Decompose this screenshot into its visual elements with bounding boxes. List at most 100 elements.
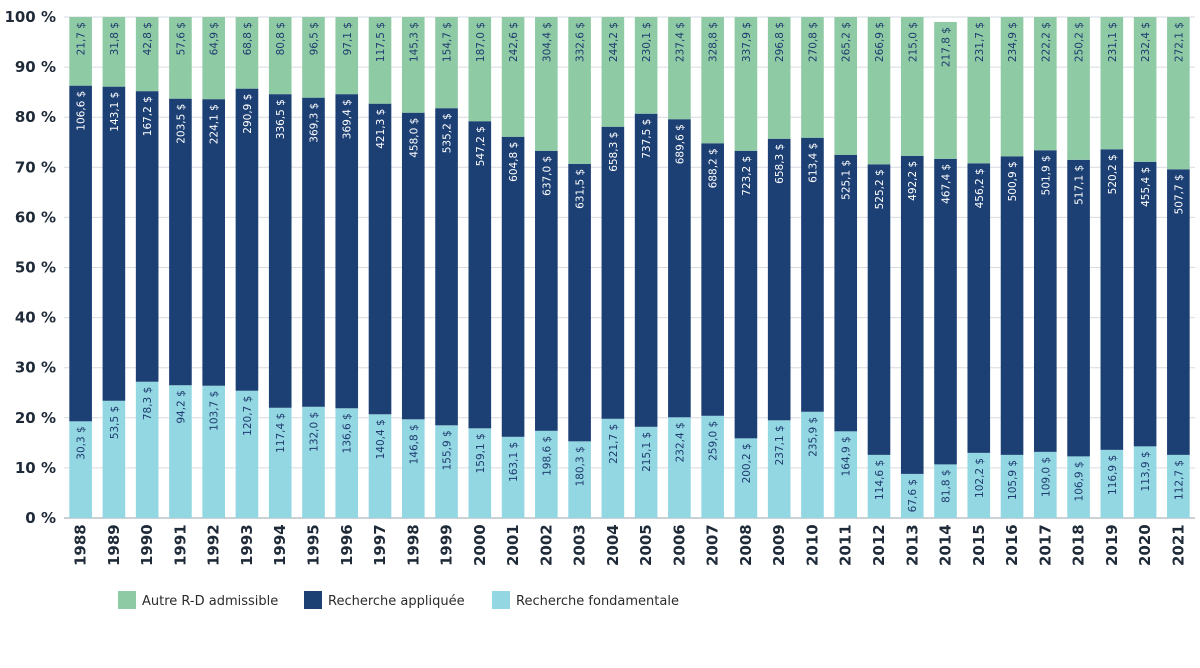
- bar-segment: [302, 97, 325, 407]
- bar-segment: [435, 108, 458, 426]
- segment-value-label: 500,9 $: [1007, 161, 1019, 201]
- segment-value-label: 250,2 $: [1074, 22, 1086, 62]
- segment-value-label: 164,9 $: [841, 436, 853, 476]
- x-tick-label: 1997: [371, 524, 389, 566]
- legend-label: Recherche fondamentale: [516, 594, 679, 609]
- segment-value-label: 688,2 $: [708, 148, 720, 188]
- bar-segment: [1133, 17, 1157, 162]
- bar-segment: [169, 385, 192, 518]
- legend-label: Recherche appliquée: [328, 594, 465, 609]
- bar-segment: [368, 17, 392, 104]
- segment-value-label: 492,2 $: [907, 161, 919, 201]
- bar-segment: [701, 415, 724, 518]
- x-tick-label: 2015: [970, 524, 988, 566]
- segment-value-label: 103,7 $: [209, 391, 221, 431]
- bar-segment: [202, 99, 226, 386]
- bar-segment: [1033, 150, 1057, 452]
- bar-segment: [767, 138, 791, 421]
- bar-segment: [668, 417, 691, 518]
- segment-value-label: 232,4 $: [1140, 22, 1152, 62]
- x-tick-label: 2021: [1169, 524, 1187, 566]
- bar-segment: [302, 406, 325, 518]
- y-tick-label: 70 %: [15, 158, 56, 176]
- bar-segment: [235, 88, 259, 391]
- y-tick-label: 50 %: [15, 259, 56, 277]
- segment-value-label: 163,1 $: [508, 442, 520, 482]
- y-tick-label: 10 %: [15, 459, 56, 477]
- x-tick-label: 2018: [1070, 524, 1088, 566]
- bar-segment: [501, 136, 525, 437]
- y-tick-label: 90 %: [15, 58, 56, 76]
- bar-segment: [435, 425, 458, 518]
- bar-segment: [867, 454, 891, 518]
- y-tick-label: 60 %: [15, 208, 56, 226]
- segment-value-label: 658,3 $: [774, 144, 786, 184]
- bar-segment: [967, 163, 991, 453]
- segment-value-label: 94,2 $: [175, 390, 187, 423]
- x-tick-label: 2013: [903, 524, 921, 566]
- bar-segment: [967, 452, 991, 518]
- segment-value-label: 155,9 $: [442, 430, 454, 470]
- bar-segment: [1067, 17, 1090, 160]
- segment-value-label: 117,4 $: [275, 413, 287, 453]
- segment-labels: 30,3 $ 106,6 $ 21,7 $ 53,5 $ 143,1 $ 31,8 $ 78…: [76, 22, 1186, 512]
- segment-value-label: 42,8 $: [142, 22, 154, 55]
- bar-segment: [268, 94, 292, 408]
- bar-segment: [268, 407, 292, 518]
- segment-value-label: 265,2 $: [841, 22, 853, 62]
- segment-value-label: 187,0 $: [475, 22, 487, 62]
- segment-value-label: 637,0 $: [541, 156, 553, 196]
- segment-value-label: 117,5 $: [375, 22, 387, 62]
- bar-segment: [135, 91, 159, 382]
- bar-segment: [601, 17, 625, 127]
- bar-segment: [934, 158, 957, 465]
- x-tick-label: 2010: [803, 524, 821, 566]
- bar-segment: [668, 119, 691, 418]
- segment-value-label: 81,8 $: [941, 469, 953, 502]
- bar-segment: [1167, 169, 1190, 455]
- segment-value-label: 217,8 $: [941, 27, 953, 67]
- segment-value-label: 102,2 $: [974, 458, 986, 498]
- bar-segment: [801, 411, 824, 518]
- bar-segment: [834, 17, 858, 155]
- x-tick-label: 1992: [205, 524, 223, 566]
- x-tick-label: 2014: [937, 524, 955, 566]
- segment-value-label: 242,6 $: [508, 22, 520, 62]
- bar-segment: [834, 431, 858, 518]
- y-axis: 0 % 10 % 20 % 30 % 40 % 50 % 60 % 70 % 80 % 90 % 1…: [4, 8, 56, 527]
- x-tick-label: 1988: [72, 524, 90, 566]
- bar-segment: [900, 473, 924, 518]
- bar-segment: [69, 17, 92, 86]
- bar-segment: [601, 418, 625, 518]
- bar-segment: [900, 155, 924, 474]
- y-tick-label: 80 %: [15, 108, 56, 126]
- segment-value-label: 96,5 $: [308, 22, 320, 55]
- segment-value-label: 232,4 $: [674, 422, 686, 462]
- segment-value-label: 231,7 $: [974, 22, 986, 62]
- x-tick-label: 2006: [670, 524, 688, 566]
- x-tick-label: 1994: [271, 524, 289, 566]
- x-tick-label: 1990: [138, 524, 156, 566]
- bar-segment: [268, 17, 292, 95]
- segment-value-label: 272,1 $: [1173, 22, 1185, 62]
- y-tick-label: 30 %: [15, 359, 56, 377]
- bar-segment: [701, 17, 724, 144]
- segment-value-label: 159,1 $: [475, 433, 487, 473]
- bar-segment: [934, 22, 957, 159]
- x-tick-label: 2005: [637, 524, 655, 566]
- bar-segment: [1000, 17, 1024, 157]
- bar-segment: [668, 17, 691, 120]
- bar-segment: [1067, 456, 1090, 518]
- bar-segment: [401, 419, 425, 518]
- bar-segment: [535, 430, 558, 518]
- bar-segment: [169, 98, 192, 386]
- bar-segment: [834, 154, 858, 432]
- segment-value-label: 120,7 $: [242, 396, 254, 436]
- bar-segment: [169, 17, 192, 99]
- segment-value-label: 421,3 $: [375, 109, 387, 149]
- segment-value-label: 222,2 $: [1040, 22, 1052, 62]
- bar-segment: [335, 17, 359, 95]
- segment-value-label: 369,3 $: [308, 103, 320, 143]
- segment-value-label: 145,3 $: [408, 22, 420, 62]
- bar-segment: [767, 17, 791, 139]
